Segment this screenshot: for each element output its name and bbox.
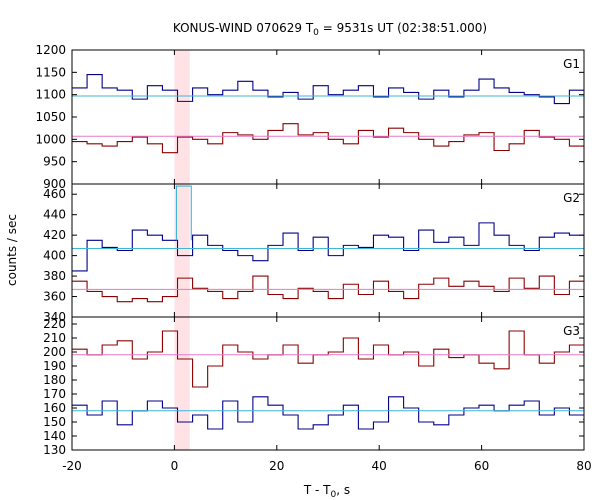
x-axis-title: T - T0, s [303,483,350,500]
y-tick-label: 180 [43,373,66,387]
y-tick-label: 1000 [35,132,66,146]
plot-layer: 90095010001050110011501200G1340360380400… [35,43,591,473]
x-tick-label: 20 [269,459,284,473]
y-tick-label: 200 [43,345,66,359]
y-tick-label: 360 [43,290,66,304]
g1-lower-histogram [72,123,584,154]
y-tick-label: 1200 [35,43,66,57]
x-tick-label: 80 [576,459,591,473]
y-tick-label: 190 [43,359,66,373]
y-tick-label: 440 [43,208,66,222]
chart-title: KONUS-WIND 070629 T0 = 9531s UT (02:38:5… [173,21,487,38]
panel-frame-g3 [71,316,585,451]
y-tick-label: 1150 [35,65,66,79]
y-tick-label: 380 [43,269,66,283]
y-tick-label: 400 [43,249,66,263]
x-tick-label: 60 [474,459,489,473]
g3-upper-histogram [72,330,584,388]
y-tick-label: 1100 [35,88,66,102]
panel-data-g3 [72,330,584,430]
panel-label-g3: G3 [563,324,580,338]
y-tick-label: 1050 [35,110,66,124]
y-axis-title: counts / sec [5,214,19,286]
y-tick-label: 220 [43,317,66,331]
y-tick-label: 210 [43,331,66,345]
trigger-highlight-band [174,50,190,450]
x-tick-label: 40 [372,459,387,473]
g3-lower-histogram [72,396,584,430]
panel-label-g2: G2 [563,191,580,205]
y-tick-label: 950 [43,155,66,169]
y-tick-label: 900 [43,177,66,191]
g2-upper-histogram [72,222,584,272]
y-tick-label: 160 [43,401,66,415]
y-tick-label: 170 [43,387,66,401]
panel-g2: 340 360 380 400 420 440 460 G2 [43,183,585,324]
panel-frame-g1 [71,49,585,185]
y-tick-label: 420 [43,228,66,242]
y-tick-label: 150 [43,415,66,429]
panel-label-g1: G1 [563,57,580,71]
y-tick-label: 140 [43,429,66,443]
g1-upper-histogram [72,74,584,105]
y-tick-label: 130 [43,443,66,457]
x-tick-label: 0 [171,459,179,473]
panel-data-g2 [72,185,584,303]
g2-lower-histogram [72,275,584,303]
panel-data-g1 [72,74,584,154]
x-tick-label: -20 [62,459,82,473]
y-tick-label: 460 [43,187,66,201]
g2-trigger-spike [175,185,192,241]
y-tick-label: 340 [43,310,66,324]
panel-g1: 900 950 1000 1050 1100 1150 1200 G1 [35,43,585,191]
